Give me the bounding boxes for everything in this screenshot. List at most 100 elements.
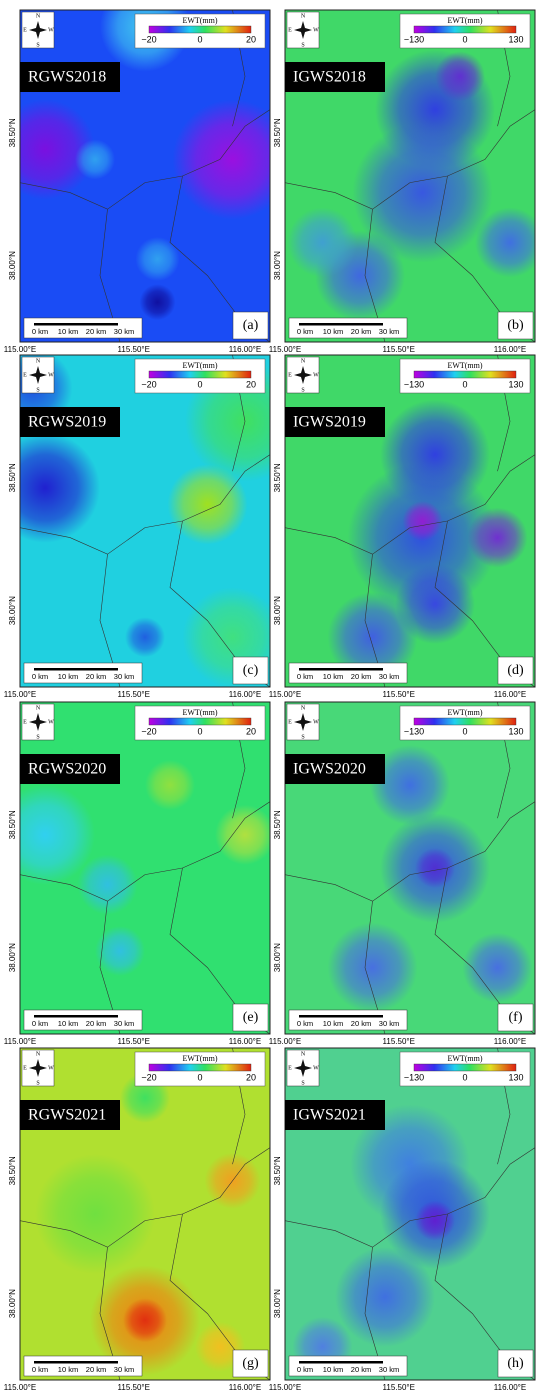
panel-letter: (d) <box>507 663 524 678</box>
compass-north: N <box>36 358 41 364</box>
compass-west: W <box>48 1065 54 1071</box>
compass-star <box>294 21 312 39</box>
legend-tick-label: 0 <box>462 379 467 389</box>
compass-east: E <box>23 1065 27 1071</box>
longitude-label: 116.00°E <box>229 690 261 699</box>
scale-label: 20 km <box>351 1365 371 1374</box>
longitude-label: 115.00°E <box>4 1037 36 1046</box>
scale-label: 30 km <box>379 1019 399 1028</box>
longitude-label: 116.00°E <box>494 345 526 354</box>
compass-north: N <box>36 705 41 711</box>
panel-title: IGWS2020 <box>293 761 366 778</box>
scale-label: 10 km <box>58 1019 78 1028</box>
panel-letter: (g) <box>242 1356 259 1371</box>
legend-tick-label: 130 <box>508 726 523 736</box>
panel-title: RGWS2019 <box>28 414 106 431</box>
panel-title: IGWS2021 <box>293 1107 366 1124</box>
compass-east: E <box>288 372 292 378</box>
letter-box <box>232 311 269 340</box>
legend-tick-label: −130 <box>404 1072 424 1082</box>
longitude-label: 116.00°E <box>229 1037 261 1046</box>
panel-frame <box>284 1047 536 1381</box>
panel-frame <box>284 354 536 688</box>
latitude-label: 38.00°N <box>8 596 17 625</box>
scale-bar <box>299 1361 383 1364</box>
scale-bar <box>34 1015 118 1018</box>
colorbar <box>148 1063 252 1072</box>
latitude-label: 38.50°N <box>273 1156 282 1185</box>
longitude-label: 115.50°E <box>118 345 150 354</box>
longitude-label: 115.50°E <box>383 690 415 699</box>
letter-box <box>232 1003 269 1032</box>
scale-label: 0 km <box>297 1365 313 1374</box>
scale-label: 0 km <box>297 1019 313 1028</box>
map-raster <box>20 10 270 342</box>
compass-west: W <box>313 719 319 725</box>
scale-label: 30 km <box>114 672 134 681</box>
latitude-label: 38.50°N <box>8 463 17 492</box>
colorbar <box>148 717 252 726</box>
boundary-line <box>20 454 270 555</box>
legend-tick-label: −20 <box>141 379 156 389</box>
longitude-label: 116.00°E <box>494 690 526 699</box>
legend-tick-label: −130 <box>404 726 424 736</box>
compass-north: N <box>36 13 41 19</box>
scale-label: 10 km <box>58 1365 78 1374</box>
compass-star <box>294 713 312 731</box>
title-box <box>20 62 120 92</box>
longitude-label: 115.50°E <box>383 1383 415 1392</box>
boundary-line <box>20 1147 270 1248</box>
map-panel: N S E W EWT(mm) −130 0 130 IGWS2021 (h) 0 km 10 km 2… <box>269 1047 536 1392</box>
panel-letter: (f) <box>509 1010 523 1025</box>
scale-bar <box>299 668 383 671</box>
compass-south: S <box>36 734 39 740</box>
scale-bar <box>34 668 118 671</box>
compass-star <box>29 1059 47 1077</box>
map-raster <box>20 1048 270 1380</box>
legend-tick-label: −20 <box>141 1072 156 1082</box>
panel-frame <box>19 354 271 688</box>
map-panel: N S E W EWT(mm) −130 0 130 IGWS2018 (b) 0 km 10 km 2… <box>269 9 536 354</box>
scale-label: 30 km <box>114 1365 134 1374</box>
longitude-label: 115.00°E <box>4 1383 36 1392</box>
panel-letter: (b) <box>507 318 524 333</box>
longitude-label: 116.00°E <box>229 1383 261 1392</box>
title-box <box>20 407 120 437</box>
scale-label: 0 km <box>32 672 48 681</box>
legend-title: EWT(mm) <box>447 16 482 25</box>
legend-title: EWT(mm) <box>182 16 217 25</box>
longitude-label: 115.00°E <box>4 690 36 699</box>
longitude-label: 115.00°E <box>4 345 36 354</box>
title-box <box>285 1100 385 1130</box>
panel-frame <box>284 9 536 343</box>
longitude-label: 116.00°E <box>494 1383 526 1392</box>
longitude-label: 116.00°E <box>494 1037 526 1046</box>
map-raster <box>285 702 535 1034</box>
longitude-label: 115.50°E <box>118 1037 150 1046</box>
map-raster <box>20 355 270 687</box>
latitude-label: 38.00°N <box>8 251 17 280</box>
scale-label: 30 km <box>114 327 134 336</box>
boundary-line <box>285 109 535 210</box>
legend-tick-label: 0 <box>462 1072 467 1082</box>
compass-star <box>29 21 47 39</box>
compass-south: S <box>36 42 39 48</box>
panel-title: RGWS2021 <box>28 1107 106 1124</box>
latitude-label: 38.00°N <box>273 943 282 972</box>
legend-tick-label: −130 <box>404 34 424 44</box>
scale-label: 20 km <box>351 1019 371 1028</box>
panel-frame <box>19 1047 271 1381</box>
legend-title: EWT(mm) <box>447 708 482 717</box>
legend-tick-label: 20 <box>246 1072 256 1082</box>
compass-north: N <box>301 1051 306 1057</box>
compass-east: E <box>288 1065 292 1071</box>
scale-label: 20 km <box>86 672 106 681</box>
letter-box <box>232 656 269 685</box>
boundary-line <box>285 801 535 902</box>
legend-title: EWT(mm) <box>182 361 217 370</box>
letter-box <box>497 1349 534 1378</box>
legend-title: EWT(mm) <box>182 708 217 717</box>
legend-tick-label: 130 <box>508 1072 523 1082</box>
compass-star <box>294 1059 312 1077</box>
map-raster <box>285 1048 535 1380</box>
